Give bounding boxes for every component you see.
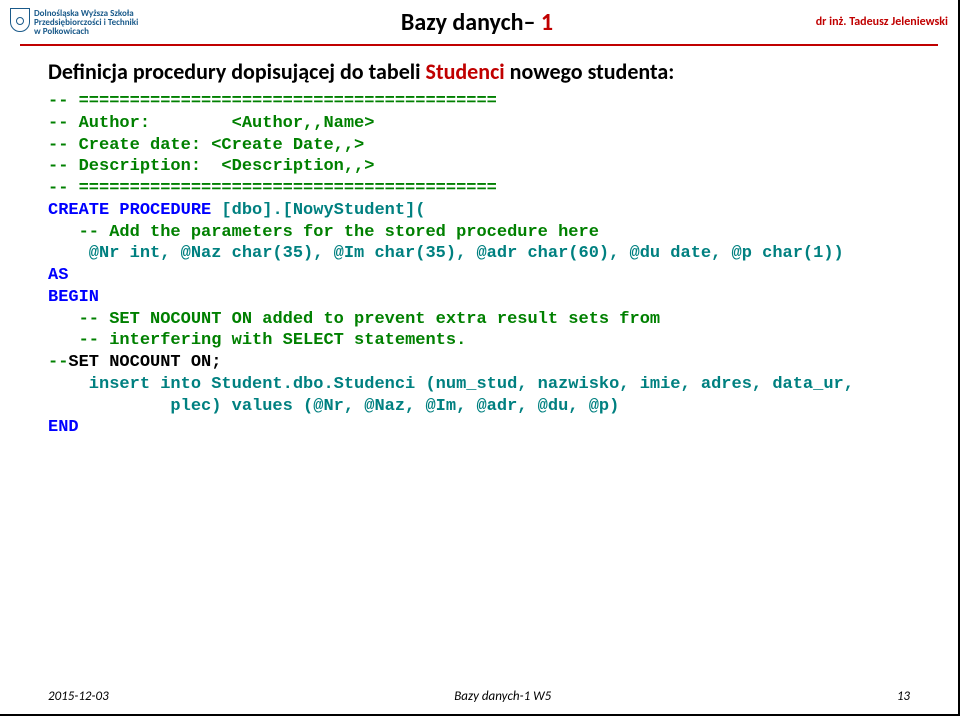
slide-footer: 2015-12-03 Bazy danych-1 W5 13 (48, 689, 910, 704)
code-line: -- (48, 92, 68, 111)
heading-part-3: nowego studenta: (505, 58, 675, 85)
slide: Dolnośląska Wyższa Szkoła Przedsiębiorcz… (0, 0, 960, 716)
shield-icon (10, 8, 30, 32)
footer-title: Bazy danych-1 W5 (454, 689, 551, 704)
heading-highlight: Studenci (426, 58, 505, 85)
sql-code-block: -- =====================================… (48, 91, 910, 439)
course-title: Bazy danych– 1 (401, 8, 553, 37)
institution-name: Dolnośląska Wyższa Szkoła Przedsiębiorcz… (34, 9, 138, 36)
header-rule (20, 44, 938, 46)
institution-logo: Dolnośląska Wyższa Szkoła Przedsiębiorcz… (10, 8, 138, 36)
footer-date: 2015-12-03 (48, 689, 109, 704)
section-heading: Definicja procedury dopisującej do tabel… (48, 58, 910, 85)
content-area: Definicja procedury dopisującej do tabel… (48, 58, 910, 439)
lecturer-name: dr inż. Tadeusz Jeleniewski (816, 15, 948, 29)
course-title-text: Bazy danych– (401, 8, 541, 37)
course-number: 1 (541, 8, 553, 37)
heading-part-1: Definicja procedury dopisującej do tabel… (48, 58, 426, 85)
footer-page-number: 13 (897, 689, 910, 704)
slide-header: Dolnośląska Wyższa Szkoła Przedsiębiorcz… (0, 0, 958, 44)
